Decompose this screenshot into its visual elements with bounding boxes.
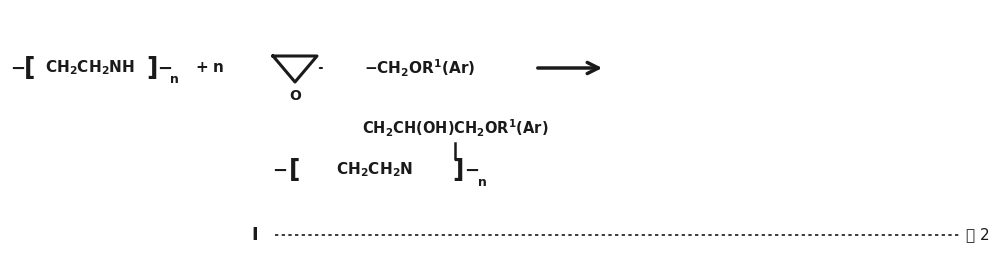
Text: $\mathbf{-}$: $\mathbf{-}$ [157,59,173,77]
Text: $\mathbf{n}$: $\mathbf{n}$ [169,73,179,87]
Text: $\mathbf{n}$: $\mathbf{n}$ [477,176,487,190]
Text: O: O [289,89,301,103]
Text: [: [ [24,56,36,80]
Text: $\mathbf{CH_2CH(OH)CH_2OR^1(Ar)}$: $\mathbf{CH_2CH(OH)CH_2OR^1(Ar)}$ [362,117,548,139]
Text: $\mathbf{CH_2CH_2N}$: $\mathbf{CH_2CH_2N}$ [336,161,414,179]
Text: $\mathbf{-}$: $\mathbf{-}$ [464,161,480,179]
Text: $\mathbf{CH_2CH_2NH}$: $\mathbf{CH_2CH_2NH}$ [45,59,135,77]
Text: $\mathbf{-CH_2OR^1(Ar)}$: $\mathbf{-CH_2OR^1(Ar)}$ [364,57,476,79]
Text: ]: ] [146,56,158,80]
Text: ]: ] [452,158,464,182]
Text: 式 2: 式 2 [966,227,990,242]
Text: $\mathbf{I}$: $\mathbf{I}$ [252,226,258,244]
Text: [: [ [289,158,301,182]
Text: $\mathbf{-}$: $\mathbf{-}$ [272,161,288,179]
Text: $\mathbf{+ \ n}$: $\mathbf{+ \ n}$ [195,60,225,75]
Text: $\mathbf{-}$: $\mathbf{-}$ [10,59,26,77]
